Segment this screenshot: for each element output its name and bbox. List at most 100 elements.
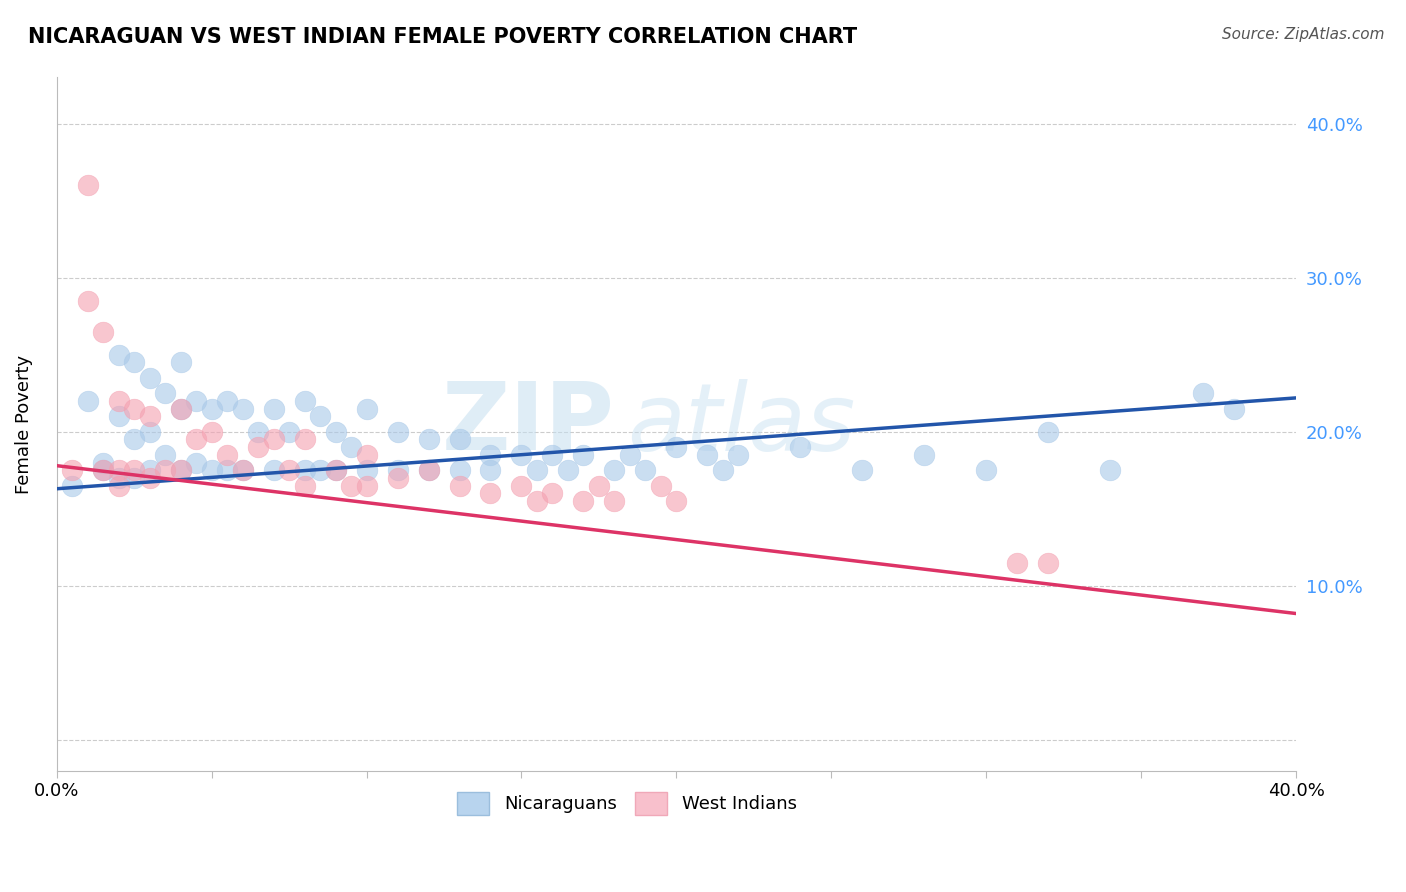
Point [325, 425, 347, 439]
Point [356, 448, 378, 462]
Point [107, 394, 129, 409]
Point [122, 401, 145, 416]
Point [912, 448, 935, 462]
Point [294, 463, 316, 477]
Point [294, 478, 316, 492]
Point [1223, 401, 1246, 416]
Point [418, 463, 440, 477]
Legend: Nicaraguans, West Indians: Nicaraguans, West Indians [449, 783, 806, 824]
Point [665, 440, 688, 454]
Point [263, 433, 285, 447]
Point [200, 425, 222, 439]
Point [356, 401, 378, 416]
Point [138, 425, 160, 439]
Point [184, 394, 207, 409]
Point [1099, 463, 1122, 477]
Point [76, 293, 98, 308]
Point [200, 401, 222, 416]
Point [60, 463, 83, 477]
Point [619, 448, 641, 462]
Point [169, 401, 191, 416]
Point [215, 448, 238, 462]
Point [278, 463, 301, 477]
Point [153, 448, 176, 462]
Point [418, 433, 440, 447]
Point [650, 478, 672, 492]
Point [1192, 386, 1215, 401]
Point [449, 478, 471, 492]
Point [665, 494, 688, 508]
Point [278, 425, 301, 439]
Y-axis label: Female Poverty: Female Poverty [15, 354, 32, 493]
Point [107, 471, 129, 485]
Text: ZIP: ZIP [441, 378, 614, 470]
Point [541, 448, 564, 462]
Point [356, 463, 378, 477]
Point [76, 178, 98, 193]
Point [449, 433, 471, 447]
Point [479, 486, 502, 500]
Point [294, 394, 316, 409]
Point [696, 448, 718, 462]
Point [387, 471, 409, 485]
Point [711, 463, 734, 477]
Point [976, 463, 998, 477]
Point [91, 463, 114, 477]
Point [418, 463, 440, 477]
Point [526, 494, 548, 508]
Point [851, 463, 873, 477]
Text: atlas: atlas [627, 378, 855, 469]
Point [1038, 556, 1060, 570]
Point [184, 456, 207, 470]
Point [247, 425, 270, 439]
Point [263, 463, 285, 477]
Point [557, 463, 579, 477]
Point [91, 325, 114, 339]
Point [138, 371, 160, 385]
Point [138, 409, 160, 424]
Point [263, 401, 285, 416]
Point [200, 463, 222, 477]
Point [479, 463, 502, 477]
Point [727, 448, 749, 462]
Point [169, 463, 191, 477]
Point [294, 433, 316, 447]
Point [107, 478, 129, 492]
Point [572, 494, 595, 508]
Point [122, 433, 145, 447]
Point [232, 401, 254, 416]
Point [169, 355, 191, 369]
Point [789, 440, 811, 454]
Point [449, 463, 471, 477]
Point [232, 463, 254, 477]
Point [1007, 556, 1029, 570]
Point [325, 463, 347, 477]
Point [387, 425, 409, 439]
Point [325, 463, 347, 477]
Point [356, 478, 378, 492]
Point [634, 463, 657, 477]
Point [153, 463, 176, 477]
Point [91, 463, 114, 477]
Point [91, 456, 114, 470]
Point [107, 463, 129, 477]
Point [387, 463, 409, 477]
Point [138, 463, 160, 477]
Point [76, 394, 98, 409]
Point [572, 448, 595, 462]
Point [526, 463, 548, 477]
Point [340, 478, 363, 492]
Point [510, 448, 533, 462]
Point [153, 386, 176, 401]
Point [309, 463, 332, 477]
Point [184, 433, 207, 447]
Point [603, 463, 626, 477]
Point [588, 478, 610, 492]
Point [1038, 425, 1060, 439]
Point [138, 471, 160, 485]
Point [247, 440, 270, 454]
Point [215, 463, 238, 477]
Text: NICARAGUAN VS WEST INDIAN FEMALE POVERTY CORRELATION CHART: NICARAGUAN VS WEST INDIAN FEMALE POVERTY… [28, 27, 858, 46]
Point [541, 486, 564, 500]
Point [479, 448, 502, 462]
